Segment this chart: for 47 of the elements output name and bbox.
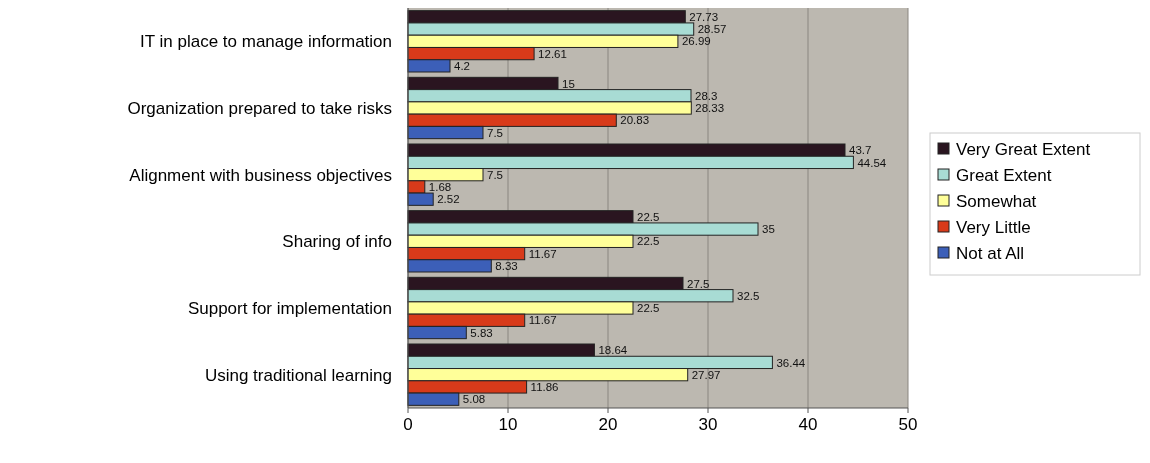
data-label: 11.86 (530, 381, 559, 394)
y-tick-label: Alignment with business objectives (129, 165, 392, 185)
data-label: 44.54 (857, 156, 887, 169)
data-label: 4.2 (454, 60, 470, 73)
data-label: 11.67 (528, 314, 557, 327)
data-label: 22.5 (637, 210, 660, 223)
data-label: 28.33 (695, 102, 725, 115)
data-label: 27.73 (689, 10, 719, 23)
data-label: 15 (562, 77, 575, 90)
data-label: 7.5 (487, 126, 503, 139)
x-tick-label: 20 (598, 415, 618, 434)
y-tick-label: IT in place to manage information (140, 32, 392, 52)
x-tick-label: 30 (698, 415, 718, 434)
data-label: 22.5 (637, 235, 660, 248)
legend-label: Great Extent (956, 165, 1052, 185)
data-label: 27.5 (687, 277, 710, 290)
legend-label: Very Great Extent (956, 139, 1091, 159)
data-label: 8.33 (495, 260, 518, 273)
data-label: 28.57 (697, 23, 727, 36)
data-label: 18.64 (598, 344, 628, 357)
data-label: 32.5 (737, 289, 760, 302)
data-label: 5.08 (462, 393, 486, 406)
data-label: 5.83 (470, 326, 493, 339)
y-tick-label: Sharing of info (282, 232, 392, 252)
legend-label: Not at All (956, 243, 1025, 263)
x-tick-label: 0 (403, 415, 413, 434)
data-label: 43.7 (849, 144, 872, 157)
legend-label: Very Little (956, 217, 1031, 237)
legend-label: Somewhat (956, 191, 1037, 211)
data-label: 2.52 (437, 193, 460, 206)
data-label: 12.61 (538, 47, 567, 60)
y-tick-label: Using traditional learning (204, 365, 392, 385)
y-tick-label: Organization prepared to take risks (127, 98, 392, 118)
data-label: 7.5 (487, 168, 503, 181)
data-label: 28.3 (695, 89, 718, 102)
x-tick-label: 10 (498, 415, 518, 434)
x-tick-label: 50 (898, 415, 918, 434)
data-label: 35 (762, 223, 775, 236)
data-label: 22.5 (637, 302, 660, 315)
data-label: 27.97 (691, 368, 721, 381)
x-tick-label: 40 (798, 415, 818, 434)
data-label: 11.67 (528, 247, 557, 260)
data-label: 36.44 (776, 356, 806, 369)
data-label: 1.68 (428, 181, 452, 194)
data-label: 20.83 (620, 114, 650, 127)
data-label: 26.99 (681, 35, 711, 48)
y-tick-label: Support for implementation (187, 298, 392, 318)
